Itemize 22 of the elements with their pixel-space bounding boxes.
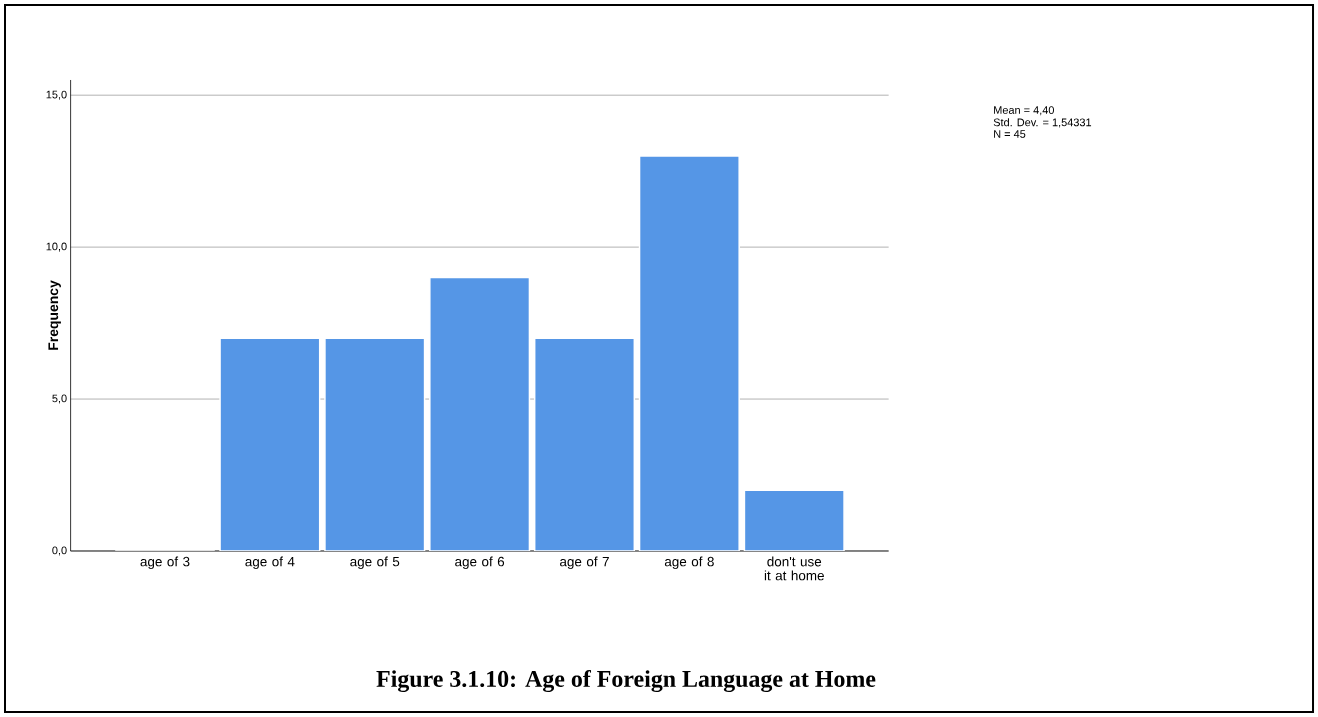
y-axis-title: Frequency [48, 280, 61, 350]
bar [638, 155, 740, 551]
x-tick-label: age of 8 [664, 556, 714, 570]
x-tick-label: don't use it at home [764, 556, 824, 581]
bar [533, 337, 636, 551]
x-tick-label: age of 3 [140, 556, 190, 570]
bar [324, 337, 426, 551]
x-tick-label: age of 4 [245, 556, 295, 570]
bar [429, 276, 531, 551]
y-tick-label: 0,0 [52, 546, 67, 556]
x-tick-label: age of 6 [455, 556, 505, 570]
text: Figure 3.1.10: Age of Foreign Language at Home [376, 669, 876, 693]
y-tick-label: 5,0 [52, 394, 67, 404]
bar [743, 489, 845, 551]
bar [219, 337, 321, 551]
y-tick-label: 15,0 [46, 90, 67, 100]
y-tick-label: 10,0 [46, 242, 67, 252]
x-tick-label: age of 5 [350, 556, 400, 570]
text: Std. Dev. = 1,54331 [993, 118, 1092, 128]
text: N = 45 [994, 130, 1026, 138]
x-tick-label: age of 7 [560, 556, 609, 570]
text: Mean = 4,40 [994, 106, 1054, 116]
